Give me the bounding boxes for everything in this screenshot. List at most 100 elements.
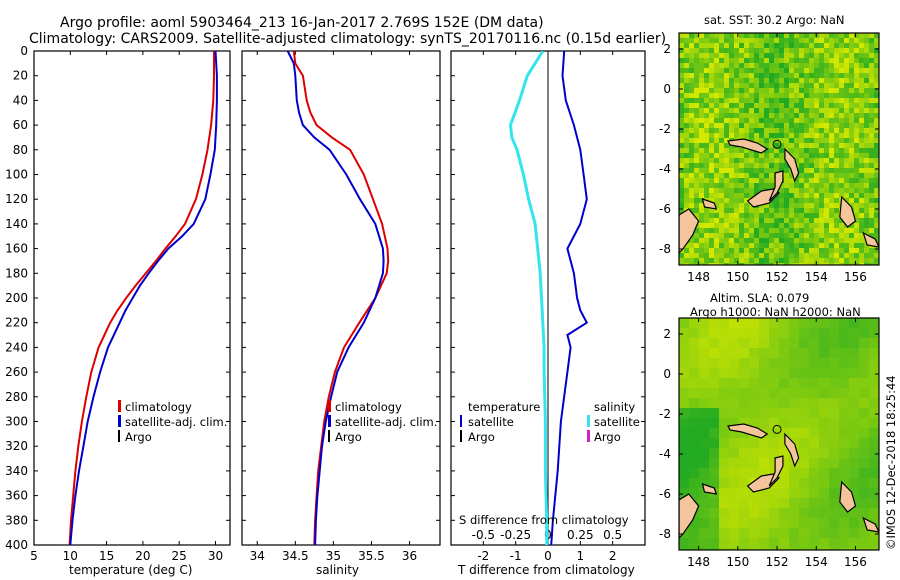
map-pixel (679, 148, 685, 154)
map-pixel (849, 398, 860, 409)
map-pixel (859, 153, 865, 159)
map-pixel (769, 538, 780, 549)
map-pixel (779, 258, 785, 264)
map-pixel (849, 348, 860, 359)
map-pixel (789, 133, 795, 139)
map-pixel (719, 548, 730, 550)
map-pixel (739, 78, 745, 84)
map-pixel (749, 53, 755, 59)
map-pixel (779, 398, 790, 409)
map-pixel (794, 193, 800, 199)
map-pixel (734, 33, 740, 39)
map-pixel (709, 358, 720, 369)
map-pixel (679, 173, 685, 179)
map-pixel (749, 228, 755, 234)
map-pixel (794, 123, 800, 129)
map-pixel (769, 238, 775, 244)
map-pixel (694, 78, 700, 84)
map-pixel (794, 58, 800, 64)
map-pixel (729, 193, 735, 199)
map-pixel (789, 43, 795, 49)
map-pixel (819, 168, 825, 174)
map-pixel (859, 78, 865, 84)
map-pixel (774, 128, 780, 134)
map-pixel (844, 163, 850, 169)
map-pixel (869, 448, 879, 459)
map-pixel (799, 68, 805, 74)
map-pixel (764, 113, 770, 119)
map-pixel (739, 368, 750, 379)
map-y-tick-label: -4 (659, 447, 671, 461)
map-pixel (709, 73, 715, 79)
map-pixel (839, 168, 845, 174)
map-pixel (749, 153, 755, 159)
map-pixel (714, 83, 720, 89)
map-pixel (829, 53, 835, 59)
map-pixel (684, 143, 690, 149)
map-pixel (744, 183, 750, 189)
map-pixel (769, 113, 775, 119)
map-pixel (849, 38, 855, 44)
map-pixel (819, 263, 825, 265)
map-pixel (799, 223, 805, 229)
map-pixel (849, 263, 855, 265)
map-pixel (739, 253, 745, 259)
map-pixel (774, 103, 780, 109)
map-pixel (679, 328, 690, 339)
map-pixel (784, 263, 790, 265)
map-pixel (679, 548, 690, 550)
map-pixel (789, 78, 795, 84)
map-pixel (679, 108, 685, 114)
map-pixel (749, 113, 755, 119)
map-pixel (704, 33, 710, 39)
map-pixel (784, 88, 790, 94)
map-pixel (854, 148, 860, 154)
map-pixel (759, 53, 765, 59)
argo-position-marker (772, 139, 782, 149)
map-pixel (739, 213, 745, 219)
map-pixel (834, 93, 840, 99)
map-pixel (784, 168, 790, 174)
map-pixel (729, 538, 740, 549)
map-pixel (769, 213, 775, 219)
map-pixel (854, 243, 860, 249)
map-pixel (729, 128, 735, 134)
map-x-tick-label: 150 (726, 270, 749, 284)
map-pixel (814, 238, 820, 244)
map-pixel (684, 138, 690, 144)
map-pixel (774, 203, 780, 209)
map-pixel (759, 108, 765, 114)
temperature-satellite-line (69, 51, 218, 545)
map-pixel (789, 193, 795, 199)
legend-s-satellite-swatch (587, 415, 590, 427)
map-pixel (784, 248, 790, 254)
map-pixel (874, 138, 879, 144)
map-pixel (859, 478, 870, 489)
map-pixel (779, 348, 790, 359)
map-pixel (759, 138, 765, 144)
map-pixel (729, 428, 740, 439)
map-pixel (824, 223, 830, 229)
map-pixel (779, 508, 790, 519)
map-pixel (864, 228, 870, 234)
map-pixel (869, 338, 879, 349)
map-pixel (774, 83, 780, 89)
map-pixel (809, 238, 815, 244)
map-pixel (869, 78, 875, 84)
map-pixel (734, 63, 740, 69)
map-y-tick-label: 0 (663, 367, 671, 381)
map-pixel (759, 228, 765, 234)
map-pixel (819, 143, 825, 149)
map-pixel (684, 158, 690, 164)
map-pixel (709, 113, 715, 119)
map-pixel (699, 138, 705, 144)
map-pixel (749, 173, 755, 179)
map-pixel (789, 233, 795, 239)
map-pixel (699, 348, 710, 359)
map-pixel (694, 133, 700, 139)
sla-map-image (679, 318, 879, 550)
map-pixel (739, 168, 745, 174)
s-diff-tick-label: 0.5 (603, 528, 622, 542)
map-pixel (824, 53, 830, 59)
map-pixel (864, 213, 870, 219)
